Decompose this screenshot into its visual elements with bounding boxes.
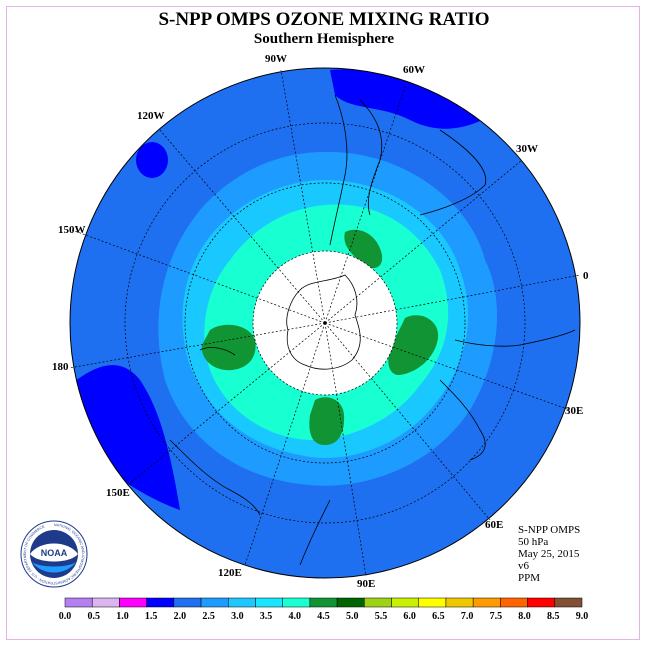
lon-label-60e: 60E: [485, 519, 503, 531]
lon-label-120w: 120W: [137, 110, 165, 122]
colorbar-swatch: [119, 597, 147, 608]
noaa-logo-text: NOAA: [41, 548, 68, 558]
colorbar-tick-label: 5.5: [375, 611, 388, 622]
colorbar-swatch: [364, 597, 392, 608]
colorbar-swatch: [146, 597, 175, 608]
colorbar-tick-label: 7.5: [490, 611, 503, 622]
meridian: [324, 159, 523, 324]
meridian: [280, 69, 326, 324]
colorbar-swatch: [255, 597, 283, 608]
band-45-patch-east: [388, 315, 439, 376]
colorbar-swatch: [472, 597, 501, 608]
meridian: [324, 322, 571, 411]
info-units: PPM: [518, 572, 541, 584]
meridian: [324, 322, 367, 577]
lon-label-0: 0: [583, 270, 589, 282]
colorbar-swatch: [200, 597, 229, 608]
colorbar-tick-label: 0.5: [87, 611, 100, 622]
colorbar-tick-label: 4.5: [317, 611, 330, 622]
info-level: 50 hPa: [518, 536, 549, 548]
colorbar-tick-label: 1.5: [145, 611, 158, 622]
info-block: S-NPP OMPS 50 hPa May 25, 2015 v6 PPM: [518, 524, 580, 584]
map-subtitle: Southern Hemisphere: [253, 31, 395, 47]
noaa-logo: NOAA NATIONAL OCEANIC AND ATMOSPHERIC AD…: [20, 520, 88, 588]
colorbar-tick-label: 0.0: [59, 611, 72, 622]
colorbar-swatch: [554, 597, 583, 608]
colorbar-tick-label: 9.0: [576, 611, 589, 622]
colorbar-swatch: [527, 597, 556, 608]
pole-dot: [323, 321, 327, 325]
meridian: [244, 322, 326, 566]
meridian: [68, 322, 326, 369]
colorbar-swatch: [336, 597, 365, 608]
low-region-left-small: [136, 142, 168, 178]
colorbar-tick-label: 6.5: [432, 611, 445, 622]
colorbar-swatch: [91, 597, 120, 608]
colorbar-tick-label: 6.0: [403, 611, 416, 622]
colorbar-tick-label: 4.0: [289, 611, 302, 622]
colorbar-swatch: [228, 597, 256, 608]
info-version: v6: [518, 560, 529, 572]
graticule-circle-2: [252, 250, 398, 396]
info-instrument: S-NPP OMPS: [518, 524, 581, 536]
lon-label-150e: 150E: [106, 487, 130, 499]
lon-label-90w: 90W: [265, 53, 287, 65]
meridian: [324, 322, 491, 521]
lon-label-30e: 30E: [565, 405, 583, 417]
lon-label-150w: 150W: [58, 224, 86, 236]
colorbar-tick-label: 8.5: [547, 611, 560, 622]
low-region-left: [70, 365, 180, 510]
info-date: May 25, 2015: [518, 548, 580, 560]
meridian: [127, 322, 326, 486]
meridian: [324, 274, 581, 324]
longitude-labels: 90W 60W 120W 30W 150W 0 180 30E 150E 60E…: [52, 53, 589, 590]
colorbar-tick-label: 2.5: [202, 611, 215, 622]
colorbar-tick-label: 7.0: [461, 611, 474, 622]
colorbar-swatch: [173, 597, 202, 608]
band-45-patch-south: [309, 397, 345, 445]
colorbar-tick-label: 5.0: [346, 611, 359, 622]
colorbar-tick-label: 3.0: [231, 611, 244, 622]
colorbar-swatch: [500, 597, 528, 608]
frame: [6, 6, 640, 640]
colorbar-swatch: [418, 597, 447, 608]
lon-label-90e: 90E: [357, 578, 375, 590]
band-45-patch-west: [201, 324, 256, 371]
colorbar: 0.0 0.5 1.0 1.5 2.0 2.5 3.0 3.5 4.0 4.5 5.0 5.5 6.0 6…: [59, 597, 589, 622]
graticule: [68, 69, 581, 577]
graticule-circle-1: [184, 182, 466, 464]
map-boundary: [69, 67, 581, 579]
lon-label-60w: 60W: [403, 64, 425, 76]
lon-label-120e: 120E: [218, 567, 242, 579]
low-region-top: [330, 69, 500, 129]
colorbar-tick-label: 2.0: [174, 611, 187, 622]
lon-label-30w: 30W: [516, 143, 538, 155]
colorbar-swatch: [445, 597, 474, 608]
colorbar-tick-label: 3.5: [260, 611, 273, 622]
map-title: S-NPP OMPS OZONE MIXING RATIO: [158, 9, 490, 30]
colorbar-swatch: [282, 597, 311, 608]
colorbar-tick-label: 1.0: [116, 611, 129, 622]
colorbar-swatch: [309, 597, 338, 608]
colorbar-tick-label: 8.0: [518, 611, 531, 622]
graticule-circle-3: [124, 122, 526, 524]
meridian: [71, 229, 326, 324]
lon-label-180: 180: [52, 361, 69, 373]
colorbar-swatch: [64, 597, 93, 608]
colorbar-swatch: [391, 597, 419, 608]
band-45-patch-north: [344, 229, 383, 269]
